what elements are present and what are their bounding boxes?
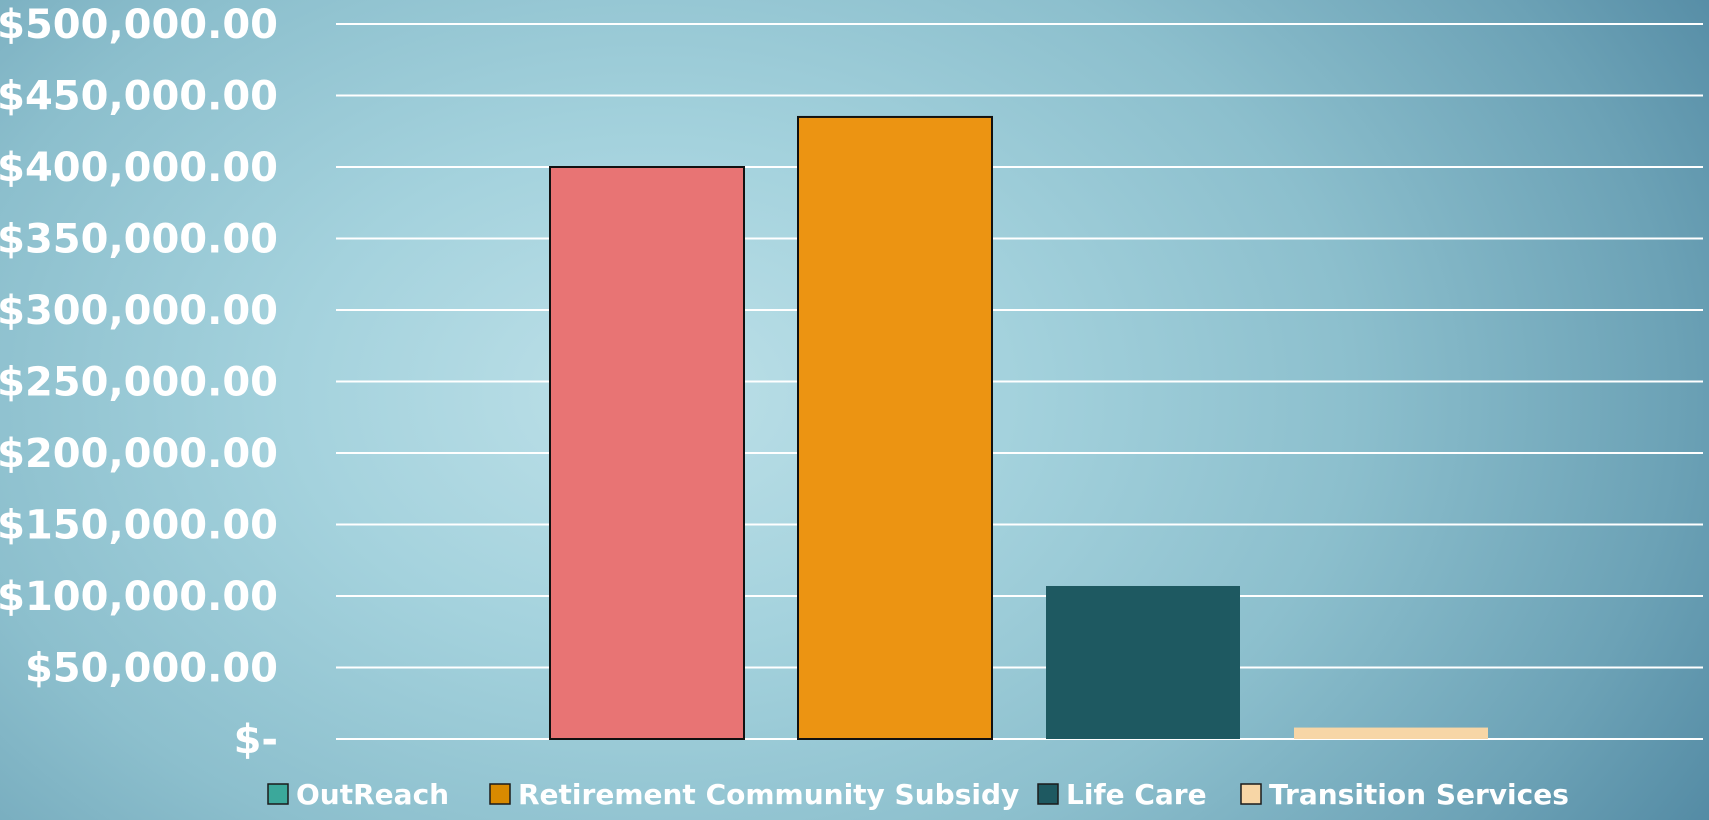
legend: OutReach Retirement Community Subsidy Life… xyxy=(267,778,1569,811)
y-tick-label: $- xyxy=(234,717,278,763)
bar-retirement-community-subsidy xyxy=(797,115,993,740)
bars xyxy=(549,115,1488,740)
legend-label: Retirement Community Subsidy xyxy=(518,778,1019,811)
y-tick-label: $500,000.00 xyxy=(0,2,278,48)
legend-label: Life Care xyxy=(1066,778,1207,811)
y-tick-label: $250,000.00 xyxy=(0,360,278,406)
y-tick-label: $300,000.00 xyxy=(0,288,278,334)
bar-life-care xyxy=(1046,585,1240,739)
legend-swatch xyxy=(267,783,289,805)
legend-swatch xyxy=(1240,783,1262,805)
legend-label: OutReach xyxy=(296,778,449,811)
y-tick-label: $150,000.00 xyxy=(0,503,278,549)
y-axis-tick-labels: $- $50,000.00 $100,000.00 $150,000.00 $200,0… xyxy=(0,2,278,763)
y-tick-label: $200,000.00 xyxy=(0,431,278,477)
y-tick-label: $450,000.00 xyxy=(0,74,278,120)
legend-label: Transition Services xyxy=(1269,778,1569,811)
bar-outreach xyxy=(549,166,745,740)
y-tick-label: $100,000.00 xyxy=(0,574,278,620)
y-tick-label: $50,000.00 xyxy=(25,646,278,692)
y-tick-label: $400,000.00 xyxy=(0,145,278,191)
legend-swatch xyxy=(489,783,511,805)
legend-swatch xyxy=(1037,783,1059,805)
bar-transition-services xyxy=(1294,727,1488,739)
gridlines xyxy=(336,23,1703,740)
y-tick-label: $350,000.00 xyxy=(0,217,278,263)
